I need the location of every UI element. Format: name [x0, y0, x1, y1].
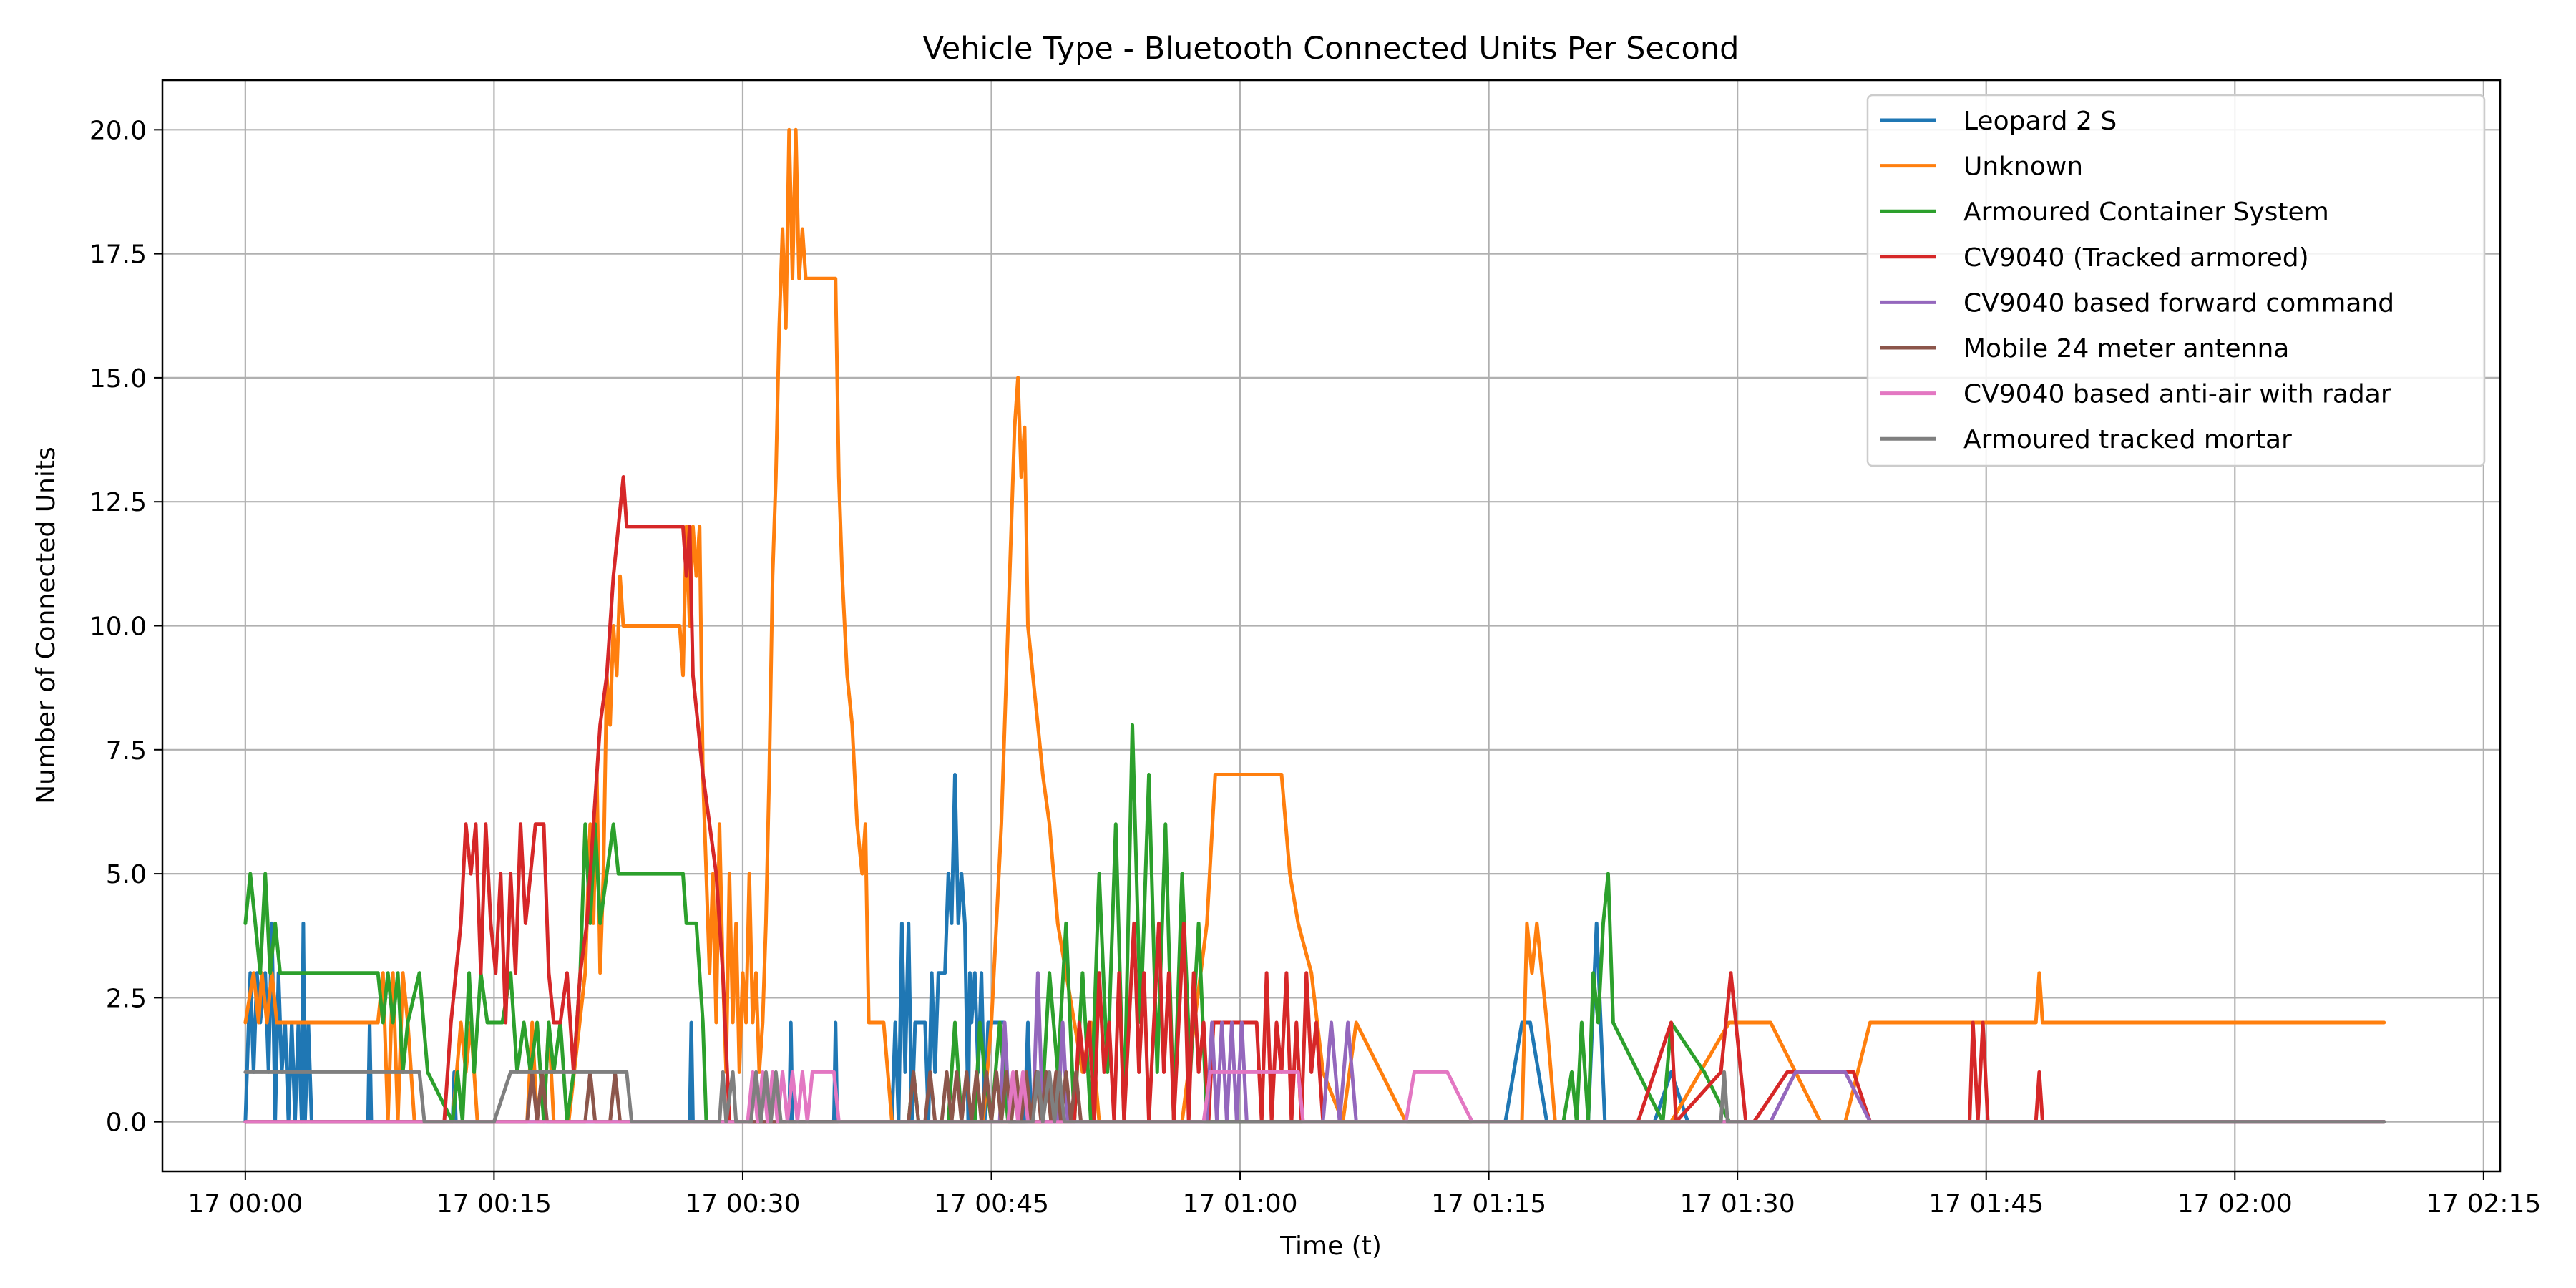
x-tick-label: 17 00:45	[934, 1189, 1049, 1219]
legend: Leopard 2 S Unknown Armoured Container Sys…	[1866, 94, 2486, 467]
legend-label: Mobile 24 meter antenna	[1963, 334, 2289, 364]
legend-label: CV9040 based forward command	[1963, 288, 2394, 318]
y-tick-label: 17.5	[89, 240, 147, 270]
y-tick-label: 2.5	[106, 984, 147, 1013]
x-tick-label: 17 00:00	[187, 1189, 303, 1219]
legend-label: Armoured tracked mortar	[1963, 425, 2292, 454]
y-tick-label: 0.0	[106, 1108, 147, 1138]
legend-label: CV9040 based anti-air with radar	[1963, 380, 2391, 409]
legend-label: Unknown	[1963, 152, 2083, 182]
x-tick-label: 17 01:15	[1431, 1189, 1546, 1219]
y-tick-label: 20.0	[89, 116, 147, 145]
series-line	[243, 475, 2386, 1124]
x-tick-label: 17 00:30	[685, 1189, 800, 1219]
chart-title: Vehicle Type - Bluetooth Connected Units…	[923, 31, 1740, 67]
legend-box	[1866, 94, 2486, 467]
legend-label: CV9040 (Tracked armored)	[1963, 243, 2309, 273]
series-line	[243, 1070, 2386, 1124]
x-tick-label: 17 02:15	[2426, 1189, 2541, 1219]
x-axis: 17 00:00 17 00:15 17 00:30 17 00:45 17 01:00…	[187, 1171, 2541, 1219]
series-layer	[243, 127, 2386, 1124]
y-tick-label: 7.5	[106, 736, 147, 766]
y-tick-label: 15.0	[89, 364, 147, 394]
x-tick-label: 17 02:00	[2177, 1189, 2293, 1219]
y-axis: 0.0 2.5 5.0 7.5 10.0 12.5 15.0 17.5 20.0	[89, 116, 162, 1138]
x-tick-label: 17 01:45	[1928, 1189, 2044, 1219]
x-tick-label: 17 01:00	[1183, 1189, 1298, 1219]
legend-label: Armoured Container System	[1963, 197, 2329, 227]
y-axis-title: Number of Connected Units	[31, 447, 61, 804]
x-tick-label: 17 01:30	[1680, 1189, 1795, 1219]
y-tick-label: 12.5	[89, 488, 147, 517]
y-tick-label: 5.0	[106, 860, 147, 889]
legend-label: Leopard 2 S	[1963, 107, 2117, 136]
y-tick-label: 10.0	[89, 613, 147, 642]
x-tick-label: 17 00:15	[436, 1189, 552, 1219]
x-axis-title: Time (t)	[1279, 1231, 1382, 1261]
